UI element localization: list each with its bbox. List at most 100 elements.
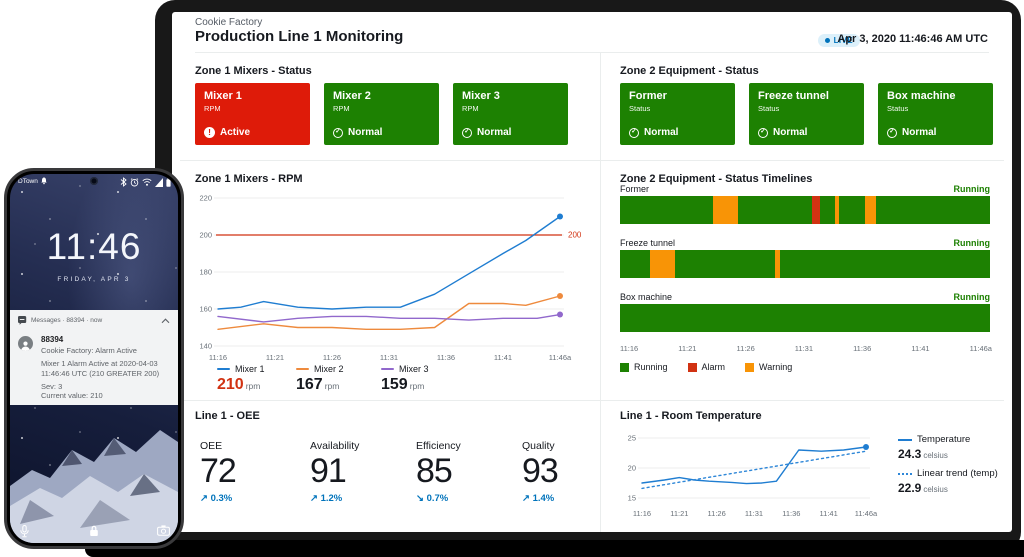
notification-sender: 88394: [41, 335, 64, 344]
x-tick-label: 11:26: [708, 509, 726, 518]
notification-card[interactable]: Messages · 88394 · now 88394 Cookie Fact…: [10, 310, 178, 405]
battery-icon: [166, 177, 171, 187]
series-line-mixer-1: [217, 215, 561, 310]
legend-series-unit: rpm: [245, 381, 261, 391]
timeline-x-tick: 11:41: [911, 344, 930, 353]
desk-band: [85, 540, 1024, 557]
timeline-segment-running: [819, 196, 835, 224]
notification-current-value: Current value: 210: [41, 391, 103, 400]
legend-series-name: Mixer 3: [399, 364, 429, 374]
mountain-wallpaper: [10, 430, 178, 543]
live-badge[interactable]: LIVE: [817, 34, 860, 47]
status-card-box-machine: Box machine Status ✓ Normal: [878, 83, 993, 145]
status-card-state-row: ✓ Normal: [629, 127, 678, 138]
timeline-segment-alarm: [812, 196, 820, 224]
series-end-dot-mixer-3: [557, 311, 563, 318]
wifi-icon: [142, 178, 152, 186]
chevron-up-icon[interactable]: [161, 318, 170, 324]
timeline-segment-running: [839, 196, 865, 224]
timeline-segment-warning: [864, 196, 876, 224]
y-tick-label: 140: [199, 342, 212, 351]
status-card-status: Normal: [477, 127, 512, 138]
series-line-mixer-3: [217, 313, 561, 323]
status-card-state-row: ! Active: [204, 127, 250, 138]
column-divider: [600, 53, 601, 532]
x-tick-label: 11:41: [820, 509, 838, 518]
status-card-state-row: ✓ Normal: [758, 127, 807, 138]
legend-series-name: Temperature: [917, 434, 971, 445]
status-card-status: Normal: [348, 127, 383, 138]
legend-series-name: Mixer 2: [314, 364, 344, 374]
row-divider-1: [180, 160, 1004, 161]
camera-icon[interactable]: [157, 525, 170, 536]
zone1-status-cards: Mixer 1 RPM! Active Mixer 2 RPM ✓ Normal Mixer …: [195, 83, 568, 145]
timeline-segment-running: [620, 304, 990, 332]
status-icons: [120, 177, 171, 187]
page-title: Production Line 1 Monitoring: [195, 28, 404, 45]
timeline-bar-freeze-tunnel: [620, 250, 990, 278]
lock-icon[interactable]: [89, 525, 99, 537]
timeline-label-row-former: Former Running: [620, 184, 990, 194]
check-circle-icon: ✓: [629, 127, 639, 138]
phone-device: DTown: [4, 168, 184, 549]
kpi-availability: Availability 91 ↗ 1.2%: [310, 440, 359, 504]
bluetooth-icon: [120, 177, 127, 187]
person-icon: [21, 341, 30, 351]
timeline-name: Former: [620, 184, 649, 194]
timeline-legend-warning: Warning: [745, 362, 792, 372]
timeline-bar-box-machine: [620, 304, 990, 332]
signal-icon: [155, 177, 163, 187]
kpi-trend: ↗ 0.3%: [200, 492, 233, 504]
header-divider: [195, 52, 989, 53]
x-tick-label: 11:31: [745, 509, 763, 518]
y-tick-label: 20: [628, 464, 636, 473]
timeline-x-tick: 11:16: [620, 344, 639, 353]
x-tick-label: 11:16: [633, 509, 651, 518]
tablet-device: Cookie Factory Production Line 1 Monitor…: [155, 0, 1021, 552]
timeline-segment-running: [620, 196, 713, 224]
alert-icon: !: [204, 127, 215, 138]
legend-item-top: Mixer 2: [296, 364, 344, 374]
zone2-status-title: Zone 2 Equipment - Status: [620, 65, 759, 77]
x-tick-label: 11:21: [266, 353, 284, 362]
timeline-x-tick: 11:31: [794, 344, 814, 353]
timeline-x-tick: 11:26: [736, 344, 755, 353]
legend-swatch-linear-trend-temp-: [898, 472, 912, 475]
legend-series-value: 159 rpm: [381, 376, 425, 393]
x-tick-label: 11:26: [323, 353, 341, 362]
microphone-icon[interactable]: [19, 525, 30, 538]
y-tick-label: 200: [199, 231, 212, 240]
status-card-status: Normal: [644, 127, 679, 138]
y-tick-label: 180: [199, 268, 212, 277]
check-circle-icon: ✓: [462, 127, 472, 138]
timeline-bar-former: [620, 196, 990, 224]
alarm-clock-icon: [130, 177, 139, 186]
legend-series-value: 22.9 celsius: [898, 481, 948, 495]
legend-item-linear-trend-temp-: Linear trend (temp) 22.9 celsius: [898, 468, 998, 495]
legend-item-mixer-3: Mixer 3 159 rpm: [381, 364, 429, 394]
threshold-label: 200: [568, 231, 582, 240]
timeline-segment-warning: [712, 196, 739, 224]
timeline-x-tick: 11:21: [678, 344, 697, 353]
timeline-legend-running: Running: [620, 362, 668, 372]
legend-series-value: 24.3 celsius: [898, 447, 948, 461]
status-card-name: Freeze tunnel: [758, 90, 829, 102]
kpi-value: 93: [522, 452, 559, 490]
kpi-efficiency: Efficiency 85 ↘ 0.7%: [416, 440, 461, 504]
status-card-status: Normal: [902, 127, 937, 138]
y-tick-label: 160: [199, 305, 212, 314]
x-tick-label: 11:16: [209, 353, 227, 362]
status-card-name: Mixer 3: [462, 90, 500, 102]
check-circle-icon: ✓: [758, 127, 768, 138]
phone-status-bar: DTown: [10, 174, 178, 189]
status-card-property: Status: [629, 104, 651, 113]
notification-body: Mixer 1 Alarm Active at 2020-04-03 11:46…: [41, 359, 160, 379]
status-card-property: Status: [887, 104, 909, 113]
legend-item-top: Mixer 1: [217, 364, 265, 374]
kpi-label: Quality: [522, 440, 555, 452]
timeline-label-row-freeze-tunnel: Freeze tunnel Running: [620, 238, 990, 248]
legend-label: Running: [634, 362, 668, 372]
rpm-chart-legend: Mixer 1 210 rpm Mixer 2 167 rpm Mixer 3 159 rpm: [195, 364, 587, 404]
legend-series-unit: rpm: [409, 381, 425, 391]
timeline-x-tick: 11:46a: [969, 344, 992, 353]
